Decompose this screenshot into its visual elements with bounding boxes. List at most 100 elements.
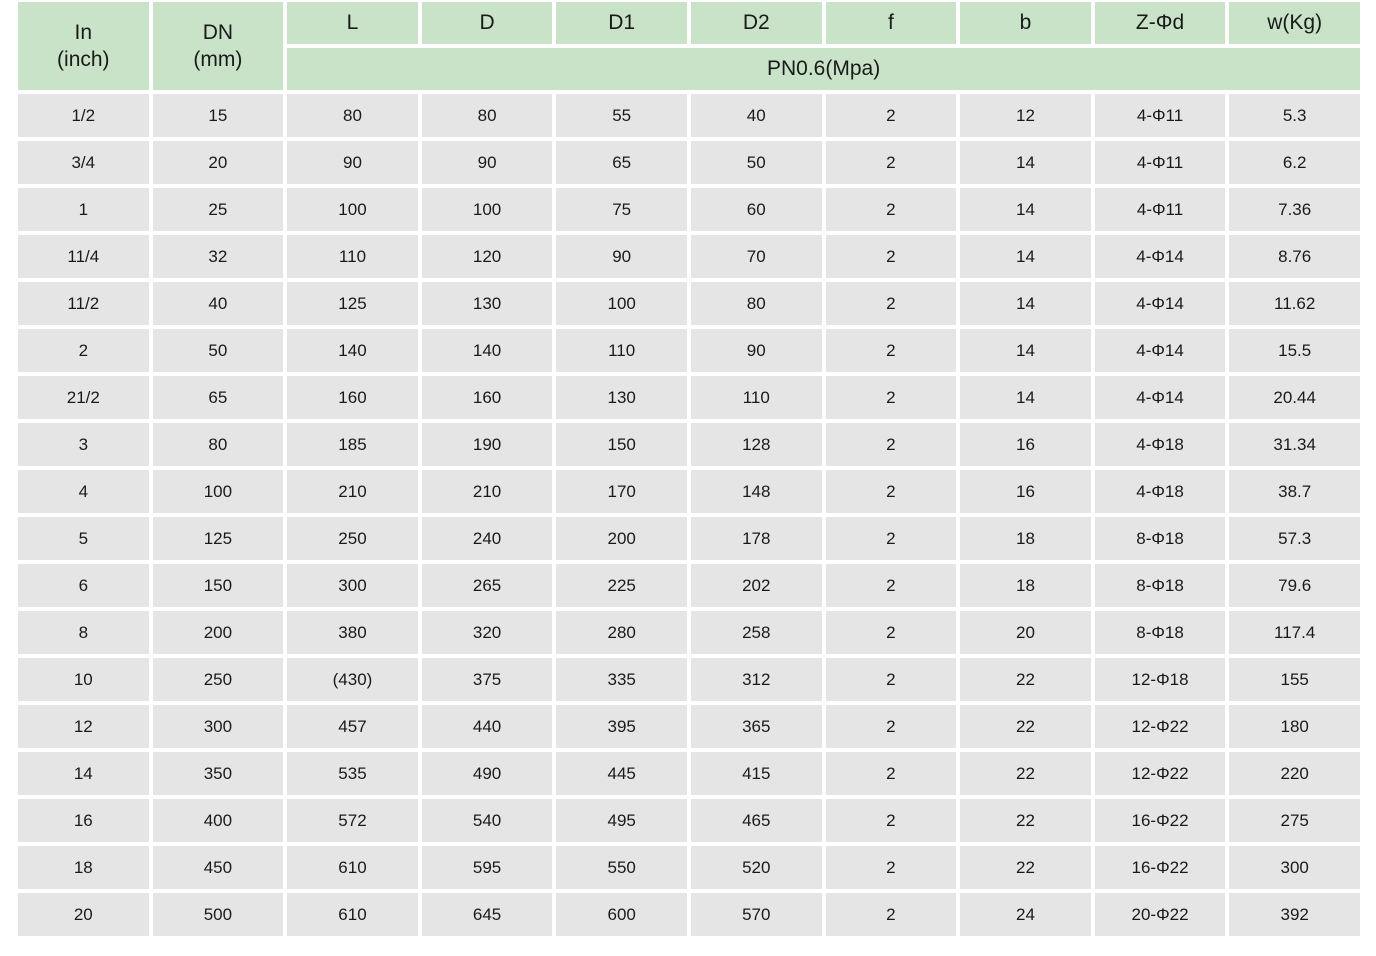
table-cell: 8 bbox=[18, 611, 149, 654]
table-cell: 79.6 bbox=[1229, 564, 1360, 607]
table-cell: 130 bbox=[421, 282, 553, 325]
table-cell: 100 bbox=[421, 188, 553, 231]
table-cell: 335 bbox=[556, 658, 687, 701]
table-cell: 210 bbox=[421, 470, 553, 513]
table-cell: 11.62 bbox=[1229, 282, 1360, 325]
table-cell: 395 bbox=[556, 705, 687, 748]
table-cell: 22 bbox=[960, 658, 1091, 701]
table-cell: 21/2 bbox=[18, 376, 149, 419]
table-cell: 8.76 bbox=[1229, 235, 1360, 278]
table-cell: 12-Φ22 bbox=[1094, 705, 1226, 748]
table-cell: 117.4 bbox=[1229, 611, 1360, 654]
table-cell: 20-Φ22 bbox=[1094, 893, 1226, 936]
header-col-zphid: Z-Φd bbox=[1094, 2, 1226, 44]
table-row: 16 400 572 540 495 465 2 22 16-Φ22 275 bbox=[18, 799, 1360, 842]
table-cell: 150 bbox=[556, 423, 687, 466]
table-cell: 275 bbox=[1229, 799, 1360, 842]
table-cell: 18 bbox=[960, 517, 1091, 560]
table-cell: 140 bbox=[287, 329, 418, 372]
table-cell: 365 bbox=[690, 705, 822, 748]
table-cell: 16-Φ22 bbox=[1094, 799, 1226, 842]
table-cell: 40 bbox=[152, 282, 284, 325]
table-cell: 38.7 bbox=[1229, 470, 1360, 513]
table-cell: 14 bbox=[960, 141, 1091, 184]
table-cell: 20.44 bbox=[1229, 376, 1360, 419]
table-cell: 450 bbox=[152, 846, 284, 889]
header-col-weight: w(Kg) bbox=[1229, 2, 1360, 44]
table-cell: 8-Φ18 bbox=[1094, 564, 1226, 607]
table-cell: 14 bbox=[960, 188, 1091, 231]
header-dn-mm: DN (mm) bbox=[152, 2, 284, 90]
table-cell: 2 bbox=[825, 893, 957, 936]
table-cell: 130 bbox=[556, 376, 687, 419]
table-cell: 14 bbox=[960, 329, 1091, 372]
table-cell: 180 bbox=[1229, 705, 1360, 748]
table-cell: 440 bbox=[421, 705, 553, 748]
table-cell: 6 bbox=[18, 564, 149, 607]
table-cell: 2 bbox=[825, 282, 957, 325]
table-cell: 155 bbox=[1229, 658, 1360, 701]
table-row: 2 50 140 140 110 90 2 14 4-Φ14 15.5 bbox=[18, 329, 1360, 372]
table-cell: 500 bbox=[152, 893, 284, 936]
table-cell: 202 bbox=[690, 564, 822, 607]
table-cell: 80 bbox=[421, 94, 553, 137]
table-cell: 2 bbox=[825, 517, 957, 560]
table-cell: 600 bbox=[556, 893, 687, 936]
table-cell: (430) bbox=[287, 658, 418, 701]
table-cell: 2 bbox=[825, 611, 957, 654]
table-cell: 20 bbox=[960, 611, 1091, 654]
table-cell: 495 bbox=[556, 799, 687, 842]
table-cell: 18 bbox=[18, 846, 149, 889]
header-col-d2: D2 bbox=[690, 2, 822, 44]
header-dn-mm-line2: (mm) bbox=[193, 48, 243, 71]
table-cell: 70 bbox=[690, 235, 822, 278]
table-cell: 190 bbox=[421, 423, 553, 466]
table-cell: 1/2 bbox=[18, 94, 149, 137]
table-body: 1/2 15 80 80 55 40 2 12 4-Φ11 5.3 3/4 20 90 90 65 50 2 14… bbox=[18, 94, 1360, 936]
table-cell: 250 bbox=[287, 517, 418, 560]
table-cell: 8-Φ18 bbox=[1094, 517, 1226, 560]
table-cell: 520 bbox=[690, 846, 822, 889]
table-row: 10 250 (430) 375 335 312 2 22 12-Φ18 155 bbox=[18, 658, 1360, 701]
table-cell: 4-Φ11 bbox=[1094, 188, 1226, 231]
table-cell: 65 bbox=[556, 141, 687, 184]
table-cell: 2 bbox=[825, 658, 957, 701]
table-cell: 18 bbox=[960, 564, 1091, 607]
header-in-inch-line1: In bbox=[74, 20, 93, 44]
table-cell: 200 bbox=[556, 517, 687, 560]
table-cell: 550 bbox=[556, 846, 687, 889]
table-cell: 595 bbox=[421, 846, 553, 889]
table-cell: 125 bbox=[287, 282, 418, 325]
table-cell: 80 bbox=[152, 423, 284, 466]
table-cell: 31.34 bbox=[1229, 423, 1360, 466]
table-cell: 320 bbox=[421, 611, 553, 654]
table-cell: 22 bbox=[960, 846, 1091, 889]
table-cell: 10 bbox=[18, 658, 149, 701]
table-cell: 15.5 bbox=[1229, 329, 1360, 372]
table-cell: 400 bbox=[152, 799, 284, 842]
table-cell: 50 bbox=[152, 329, 284, 372]
table-cell: 125 bbox=[152, 517, 284, 560]
table-cell: 572 bbox=[287, 799, 418, 842]
table-cell: 90 bbox=[421, 141, 553, 184]
table-cell: 445 bbox=[556, 752, 687, 795]
table-cell: 645 bbox=[421, 893, 553, 936]
table-cell: 16 bbox=[18, 799, 149, 842]
table-cell: 2 bbox=[825, 188, 957, 231]
table-cell: 40 bbox=[690, 94, 822, 137]
table-cell: 490 bbox=[421, 752, 553, 795]
table-cell: 3 bbox=[18, 423, 149, 466]
table-cell: 4-Φ14 bbox=[1094, 329, 1226, 372]
table-cell: 16-Φ22 bbox=[1094, 846, 1226, 889]
table-cell: 90 bbox=[556, 235, 687, 278]
table-row: 3 80 185 190 150 128 2 16 4-Φ18 31.34 bbox=[18, 423, 1360, 466]
table-cell: 300 bbox=[152, 705, 284, 748]
table-row: 18 450 610 595 550 520 2 22 16-Φ22 300 bbox=[18, 846, 1360, 889]
table-cell: 5 bbox=[18, 517, 149, 560]
header-col-f: f bbox=[825, 2, 957, 44]
table-cell: 110 bbox=[287, 235, 418, 278]
table-row: 12 300 457 440 395 365 2 22 12-Φ22 180 bbox=[18, 705, 1360, 748]
table-cell: 610 bbox=[287, 846, 418, 889]
table-row: 4 100 210 210 170 148 2 16 4-Φ18 38.7 bbox=[18, 470, 1360, 513]
header-col-l: L bbox=[287, 2, 418, 44]
